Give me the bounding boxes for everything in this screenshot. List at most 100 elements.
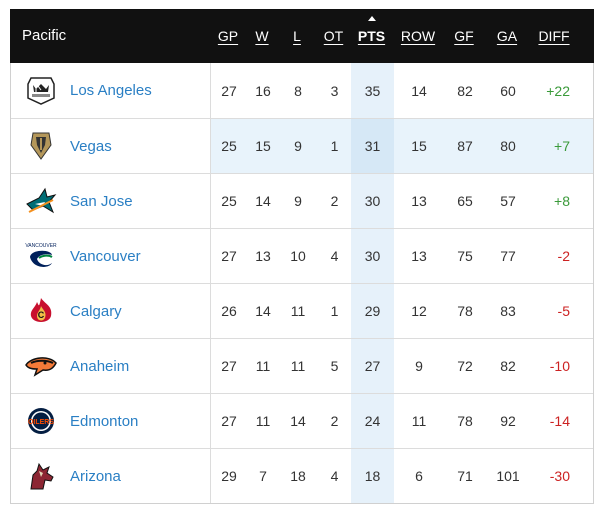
cell-l: 10 xyxy=(290,248,306,264)
table-row-san-jose: San Jose 25 14 9 2 30 13 65 57 +8 xyxy=(11,173,593,228)
cell-gf: 78 xyxy=(457,303,473,319)
team-cell: Vegas xyxy=(11,119,211,173)
cell-w: 14 xyxy=(255,303,271,319)
team-name-link[interactable]: San Jose xyxy=(70,192,133,210)
cell-row: 13 xyxy=(411,248,427,264)
cell-w: 15 xyxy=(255,138,271,154)
cell-l: 11 xyxy=(290,358,306,374)
cell-pts: 31 xyxy=(364,138,381,154)
cell-gf: 75 xyxy=(457,248,473,264)
cell-l: 11 xyxy=(290,303,306,319)
team-cell: VANCOUVER Vancouver xyxy=(11,229,211,283)
points-column-highlight xyxy=(351,394,394,448)
column-header-ga[interactable]: GA xyxy=(496,28,518,44)
team-name-link[interactable]: Vegas xyxy=(70,137,112,155)
table-row-arizona: Arizona 29 7 18 4 18 6 71 101 -30 xyxy=(11,448,593,503)
cell-ga: 92 xyxy=(500,413,516,429)
cell-ot: 2 xyxy=(330,413,339,429)
column-header-l[interactable]: L xyxy=(293,28,301,44)
cell-row: 12 xyxy=(411,303,427,319)
table-row-vegas: Vegas 25 15 9 1 31 15 87 80 +7 xyxy=(11,118,593,173)
cell-gf: 82 xyxy=(457,82,473,99)
cell-ot: 1 xyxy=(330,303,339,319)
cell-row: 9 xyxy=(415,358,423,374)
cell-gp: 27 xyxy=(221,82,237,99)
points-column-highlight xyxy=(351,119,394,173)
points-column-highlight xyxy=(351,63,394,118)
cell-l: 8 xyxy=(294,82,302,99)
svg-text:OILERS: OILERS xyxy=(28,419,54,426)
team-cell: Arizona xyxy=(11,449,211,503)
cell-l: 14 xyxy=(290,413,306,429)
column-header-w[interactable]: W xyxy=(255,28,269,44)
team-name-link[interactable]: Calgary xyxy=(70,302,122,320)
cell-l: 9 xyxy=(294,193,302,209)
team-name-link[interactable]: Edmonton xyxy=(70,412,139,430)
table-row-calgary: C Calgary 26 14 11 1 29 12 78 83 -5 xyxy=(11,283,593,338)
column-header-gf[interactable]: GF xyxy=(454,28,474,44)
cell-pts: 27 xyxy=(364,358,381,374)
cell-pts: 24 xyxy=(364,413,381,429)
cell-ot: 4 xyxy=(330,248,339,264)
team-cell: Anaheim xyxy=(11,339,211,393)
coyotes-logo-icon xyxy=(30,462,54,490)
cell-diff: -5 xyxy=(557,303,570,319)
cell-ga: 80 xyxy=(500,138,516,154)
cell-w: 16 xyxy=(255,82,271,99)
team-cell: OILERS Edmonton xyxy=(11,394,211,448)
cell-ot: 2 xyxy=(330,193,339,209)
sharks-logo-icon xyxy=(26,187,57,214)
cell-w: 13 xyxy=(255,248,271,264)
cell-ot: 3 xyxy=(330,82,339,99)
cell-row: 13 xyxy=(411,193,427,209)
cell-gf: 71 xyxy=(457,468,473,484)
cell-diff: -14 xyxy=(549,413,570,429)
team-name-link[interactable]: Arizona xyxy=(70,467,121,485)
column-header-ot[interactable]: OT xyxy=(323,28,344,44)
cell-gp: 27 xyxy=(221,358,237,374)
cell-row: 6 xyxy=(415,468,423,484)
cell-row: 11 xyxy=(411,413,427,429)
cell-ga: 101 xyxy=(496,468,520,484)
cell-ot: 5 xyxy=(330,358,339,374)
cell-l: 9 xyxy=(294,138,302,154)
cell-diff: -10 xyxy=(549,358,570,374)
cell-diff: +22 xyxy=(546,82,570,99)
column-header-pts[interactable]: PTS xyxy=(350,9,393,63)
cell-w: 7 xyxy=(259,468,267,484)
column-header-row[interactable]: ROW xyxy=(400,28,436,44)
svg-text:C: C xyxy=(38,310,45,320)
cell-l: 18 xyxy=(290,468,306,484)
cell-ot: 4 xyxy=(330,468,339,484)
cell-gf: 78 xyxy=(457,413,473,429)
points-column-highlight xyxy=(351,229,394,283)
standings-table: Pacific GP W L OT PTS ROW GF GA DIFF Los… xyxy=(10,9,594,504)
cell-gp: 25 xyxy=(221,138,237,154)
team-name-link[interactable]: Vancouver xyxy=(70,247,141,265)
canucks-logo-icon: VANCOUVER xyxy=(25,243,57,267)
cell-ga: 60 xyxy=(500,82,516,99)
team-name-link[interactable]: Los Angeles xyxy=(70,82,152,99)
points-column-highlight xyxy=(351,449,394,503)
column-header-gp[interactable]: GP xyxy=(217,28,239,44)
cell-ga: 83 xyxy=(500,303,516,319)
table-row-edmonton: OILERS Edmonton 27 11 14 2 24 11 78 92 -… xyxy=(11,393,593,448)
cell-pts: 30 xyxy=(364,248,381,264)
column-header-diff[interactable]: DIFF xyxy=(538,28,570,44)
cell-row: 15 xyxy=(411,138,427,154)
standings-body: Los Angeles 27 16 8 3 35 14 82 60 +22 Ve… xyxy=(10,63,594,504)
points-column-highlight xyxy=(351,339,394,393)
oilers-logo-icon: OILERS xyxy=(28,408,54,434)
cell-ga: 82 xyxy=(500,358,516,374)
team-name-link[interactable]: Anaheim xyxy=(70,357,130,375)
cell-pts: 35 xyxy=(364,82,381,99)
cell-gp: 27 xyxy=(221,248,237,264)
table-row-vancouver: VANCOUVER Vancouver 27 13 10 4 30 13 75 … xyxy=(11,228,593,283)
cell-gf: 72 xyxy=(457,358,473,374)
cell-gp: 25 xyxy=(221,193,237,209)
cell-w: 11 xyxy=(255,413,271,429)
cell-w: 11 xyxy=(255,358,271,374)
flames-logo-icon: C xyxy=(30,298,52,322)
svg-text:VANCOUVER: VANCOUVER xyxy=(25,243,57,249)
cell-row: 14 xyxy=(411,82,427,99)
